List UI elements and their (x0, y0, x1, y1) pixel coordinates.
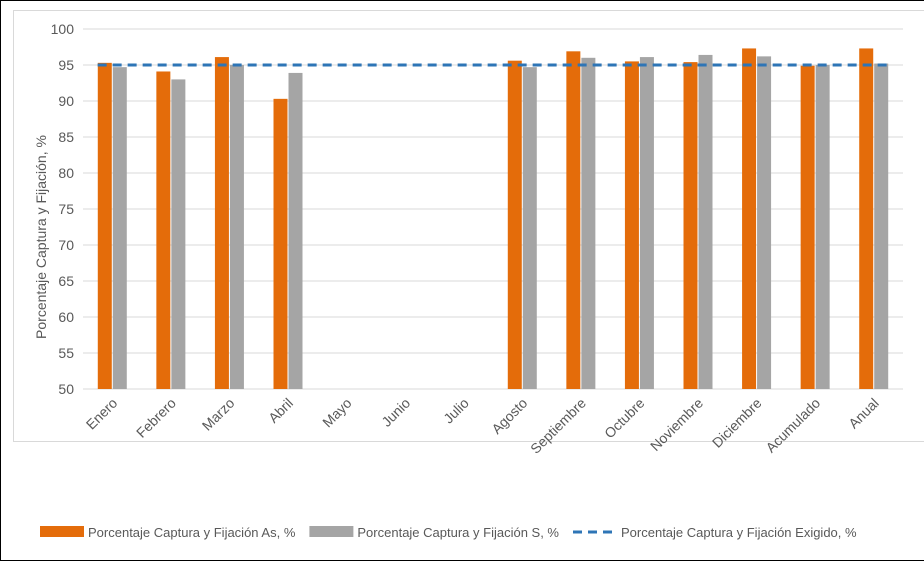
legend: Porcentaje Captura y Fijación As, % Porce… (40, 525, 857, 540)
legend-label: Porcentaje Captura y Fijación Exigido, % (621, 525, 857, 540)
bar-as-agosto (507, 60, 522, 390)
legend-label: Porcentaje Captura y Fijación As, % (88, 525, 296, 540)
bars (97, 48, 889, 390)
y-tick-label: 60 (58, 309, 74, 325)
legend-swatch (309, 526, 354, 537)
y-tick-label: 55 (58, 345, 74, 361)
bar-s-febrero (171, 79, 186, 390)
bar-s-anual (874, 63, 889, 390)
bar-as-febrero (156, 71, 171, 389)
y-tick-label: 80 (58, 165, 74, 181)
y-tick-label: 75 (58, 201, 74, 217)
bar-s-diciembre (757, 56, 772, 390)
bar-as-anual (859, 48, 874, 389)
bar-as-noviembre (683, 62, 698, 390)
bar-as-acumulado (800, 65, 815, 389)
plot-area-border (13, 10, 924, 442)
y-tick-label: 70 (58, 237, 74, 253)
bar-s-septiembre (581, 57, 596, 390)
bar-s-noviembre (698, 54, 713, 390)
bar-s-octubre (639, 57, 654, 389)
bar-s-abril (288, 72, 303, 390)
y-tick-label: 90 (58, 93, 74, 109)
bar-s-agosto (522, 67, 537, 389)
bar-as-marzo (214, 57, 229, 389)
bar-s-acumulado (815, 65, 830, 389)
y-axis-tick-labels: 50 55 60 65 70 75 80 85 90 95 100 (51, 21, 75, 397)
y-tick-label: 65 (58, 273, 74, 289)
bar-as-diciembre (742, 48, 757, 389)
bar-as-enero (97, 62, 112, 390)
legend-label: Porcentaje Captura y Fijación S, % (357, 525, 559, 540)
y-tick-label: 95 (58, 57, 74, 73)
y-tick-label: 85 (58, 129, 74, 145)
bar-s-marzo (229, 65, 244, 389)
legend-swatch (40, 526, 84, 537)
bar-s-enero (112, 67, 127, 389)
y-tick-label: 50 (58, 381, 74, 397)
y-axis-title: Porcentaje Captura y Fijación, % (33, 135, 49, 339)
bar-as-septiembre (566, 51, 581, 389)
y-tick-label: 100 (51, 21, 75, 37)
bar-as-octubre (624, 61, 639, 390)
bar-as-abril (273, 98, 288, 389)
